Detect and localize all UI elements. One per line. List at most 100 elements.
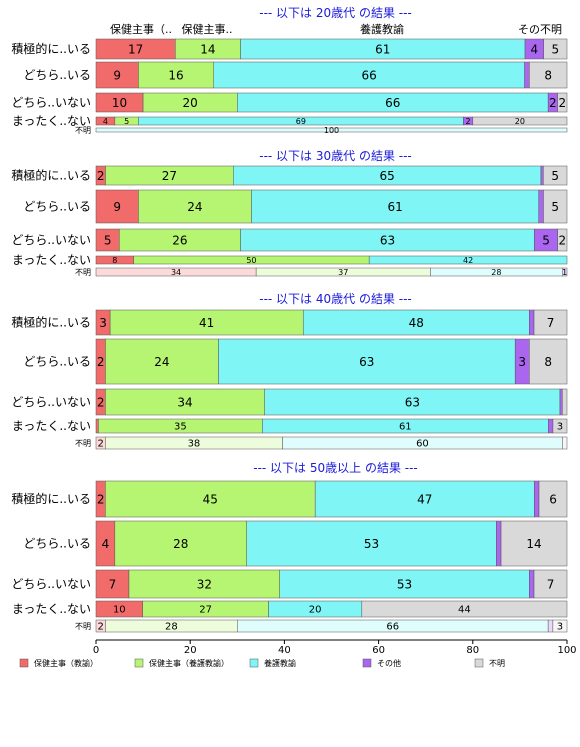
data-label: 100: [324, 126, 339, 135]
data-label: 63: [405, 395, 420, 409]
row-label: どちら..いない: [11, 96, 91, 110]
row-label: 不明: [75, 439, 91, 448]
bar-segment: [472, 116, 568, 126]
row-label: 不明: [75, 126, 91, 135]
data-label: 20: [309, 605, 322, 616]
bar-segment: [264, 388, 561, 416]
x-tick-label: 60: [372, 645, 385, 656]
bar-segment: [534, 480, 540, 518]
data-label: 65: [379, 169, 394, 183]
data-label: 27: [199, 605, 212, 616]
legend-label: 保健主事（教諭）: [34, 658, 98, 668]
data-label: 44: [458, 605, 471, 616]
data-label: 28: [165, 622, 178, 633]
row-label: どちら..いる: [23, 200, 91, 214]
data-label: 37: [338, 268, 348, 277]
bar-segment: [95, 189, 139, 224]
bar-segment: [543, 189, 568, 224]
legend-swatch: [362, 658, 372, 668]
data-label: 2: [97, 169, 105, 183]
row-label: どちら..いない: [11, 395, 91, 409]
section-title: --- 以下は 50歳以上 の結果 ---: [253, 461, 418, 475]
row-label: どちら..いる: [23, 355, 91, 369]
data-label: 8: [112, 256, 117, 265]
data-label: 61: [399, 422, 412, 433]
bar-segment: [543, 38, 568, 60]
data-label: 2: [97, 355, 105, 369]
bar-segment: [138, 189, 252, 224]
bar-segment: [543, 165, 568, 186]
data-label: 20: [183, 96, 198, 110]
data-label: 2: [558, 96, 566, 110]
bar-segment: [251, 189, 539, 224]
bar-segment: [562, 267, 568, 277]
data-label: 20: [515, 117, 525, 126]
bar-segment: [500, 520, 568, 567]
bar-segment: [529, 61, 568, 89]
data-label: 2: [549, 96, 557, 110]
data-label: 61: [375, 42, 390, 56]
data-label: 66: [385, 96, 400, 110]
data-label: 3: [99, 316, 107, 330]
bar-segment: [109, 309, 304, 336]
column-header: その不明: [518, 23, 562, 36]
section-title: --- 以下は 20歳代 の結果 ---: [259, 6, 412, 20]
row-label: どちら..いない: [11, 577, 91, 591]
data-label: 5: [542, 233, 550, 247]
bar-segment: [557, 228, 568, 252]
bar-segment: [552, 418, 568, 434]
data-label: 8: [544, 355, 552, 369]
data-label: 53: [364, 537, 379, 551]
x-tick-label: 40: [278, 645, 291, 656]
x-tick-label: 0: [93, 645, 99, 656]
bar-segment: [559, 388, 563, 416]
data-label: 2: [97, 492, 105, 506]
bar-segment: [562, 388, 568, 416]
row-label: 積極的に..いる: [11, 168, 91, 183]
bar-segment: [95, 569, 130, 599]
bar-segment: [246, 520, 497, 567]
data-label: 3: [557, 622, 563, 633]
data-label: 63: [359, 355, 374, 369]
data-label: 28: [491, 268, 501, 277]
row-label: 積極的に..いる: [11, 315, 91, 330]
bar-segment: [529, 309, 535, 336]
data-label: 3: [557, 422, 563, 433]
data-label: 3: [518, 355, 526, 369]
row-label: まったく..ない: [12, 253, 91, 267]
data-label: 8: [544, 68, 552, 82]
bar-segment: [496, 520, 502, 567]
data-label: 26: [172, 233, 187, 247]
bar-segment: [95, 61, 139, 89]
data-label: 17: [128, 42, 143, 56]
data-label: 34: [171, 268, 181, 277]
data-label: 24: [154, 355, 169, 369]
bar-segment: [279, 569, 530, 599]
column-header: 養護教諭: [360, 22, 404, 36]
data-label: 5: [104, 233, 112, 247]
data-label: 28: [173, 537, 188, 551]
bar-segment: [557, 92, 568, 113]
bar-segment: [95, 418, 99, 434]
data-label: 48: [409, 316, 424, 330]
data-label: 50: [246, 256, 256, 265]
data-label: 66: [386, 622, 399, 633]
row-label: どちら..いない: [11, 233, 91, 247]
data-label: 10: [113, 605, 126, 616]
data-label: 1: [562, 268, 567, 277]
legend-swatch: [249, 658, 259, 668]
bar-segment: [538, 189, 544, 224]
bar-segment: [524, 61, 530, 89]
data-label: 5: [552, 42, 560, 56]
row-label: どちら..いる: [23, 68, 91, 82]
bar-segment: [548, 418, 554, 434]
data-label: 32: [197, 577, 212, 591]
data-label: 2: [97, 439, 103, 450]
legend-label: その他: [377, 658, 401, 668]
data-label: 38: [188, 439, 201, 450]
data-label: 10: [112, 96, 127, 110]
data-label: 5: [124, 117, 129, 126]
data-label: 4: [103, 117, 108, 126]
data-label: 7: [109, 577, 117, 591]
x-tick-label: 100: [557, 645, 576, 656]
